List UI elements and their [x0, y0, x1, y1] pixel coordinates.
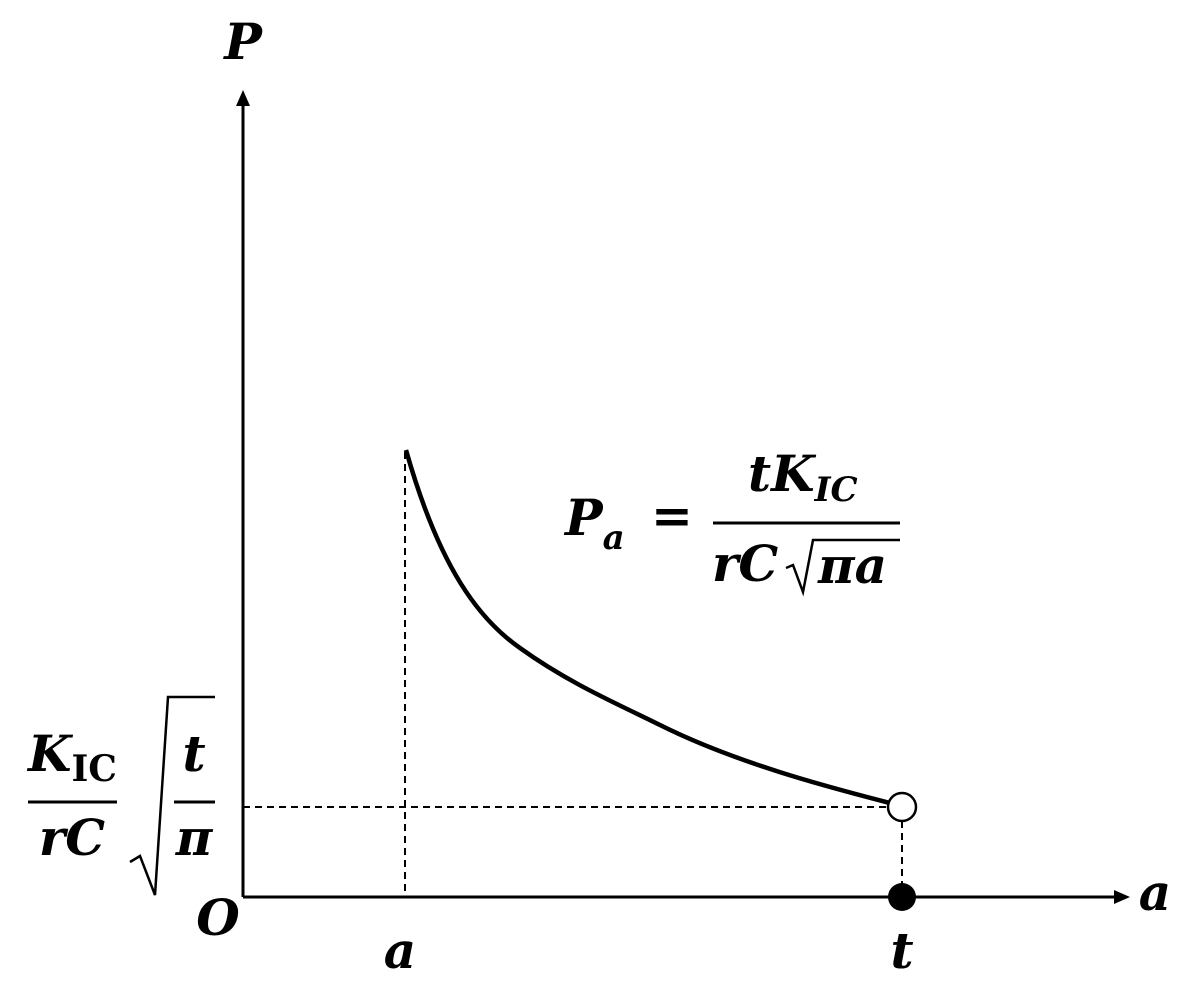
y-mark-root-den: π — [175, 808, 214, 867]
formula-lhs: Pa — [563, 488, 625, 558]
formula-num: tK — [748, 444, 817, 503]
root-sign — [785, 538, 900, 597]
formula-lhs: P — [563, 488, 604, 547]
y-arrow — [236, 90, 250, 106]
formula-root: πa — [817, 536, 887, 595]
filled-point — [888, 883, 916, 911]
y-mark-root-num: t — [182, 724, 205, 783]
y-label: P — [222, 12, 263, 71]
x-arrow — [1114, 890, 1130, 904]
x-mark: t — [890, 921, 913, 980]
formula-eq: = — [651, 486, 693, 545]
open-point — [886, 791, 918, 823]
y-mark-num: K — [26, 724, 74, 783]
root-sign — [129, 695, 215, 896]
y-mark-num: KIC — [26, 724, 117, 790]
y-mark-den: rC — [39, 808, 105, 867]
formula-num-sub: IC — [814, 470, 858, 510]
formula-den: rC — [712, 534, 778, 593]
x-label: a — [1139, 863, 1171, 922]
origin-label: O — [196, 888, 240, 947]
curve — [403, 449, 891, 806]
formula-num: tKIC — [748, 444, 858, 510]
x-mark: a — [384, 921, 416, 980]
y-mark-num-sub: IC — [71, 748, 117, 790]
formula-lhs-sub: a — [603, 518, 625, 558]
